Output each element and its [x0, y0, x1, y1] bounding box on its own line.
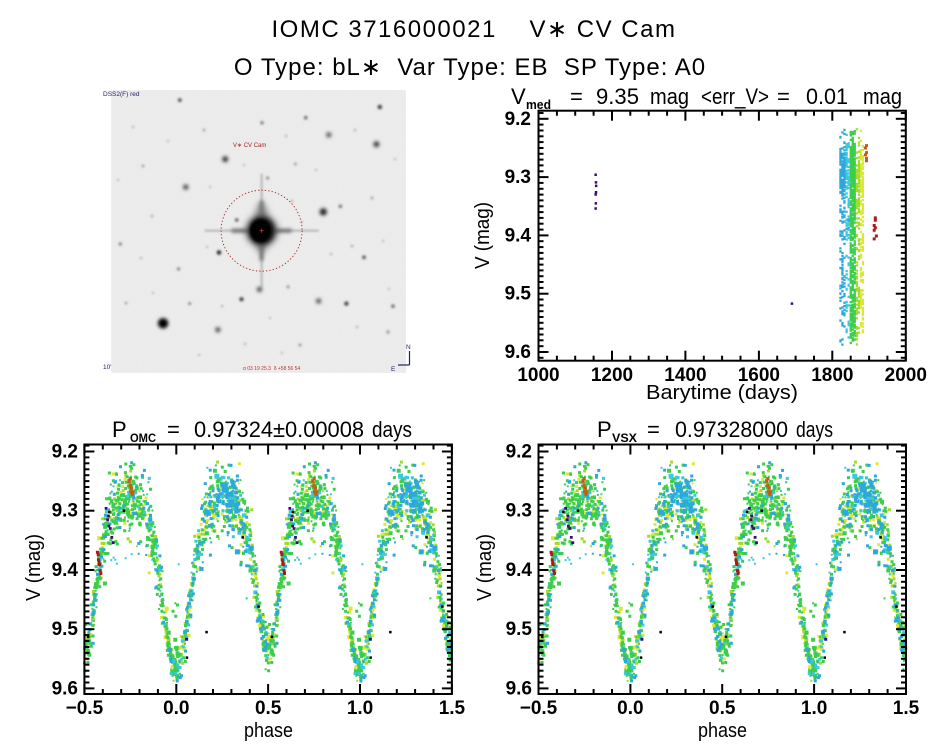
- svg-text:1000: 1000: [517, 365, 559, 386]
- svg-text:mag: mag: [863, 84, 902, 109]
- svg-text:9.6: 9.6: [506, 678, 532, 699]
- svg-text:DSS2(F) red: DSS2(F) red: [103, 91, 140, 98]
- svg-text:9.2: 9.2: [506, 442, 532, 463]
- svg-text:IOMC 3716000021 V∗ CV Cam: IOMC 3716000021 V∗ CV Cam: [272, 16, 677, 43]
- svg-text:1.0: 1.0: [801, 698, 827, 719]
- svg-text:phase: phase: [698, 720, 747, 742]
- svg-text:0.0: 0.0: [163, 698, 189, 719]
- svg-text:0.5: 0.5: [255, 698, 282, 719]
- svg-text:9.2: 9.2: [505, 109, 531, 130]
- svg-text:=: =: [167, 417, 180, 442]
- svg-text:1400: 1400: [664, 365, 706, 386]
- svg-text:10': 10': [103, 364, 111, 371]
- svg-text:1.5: 1.5: [439, 698, 466, 719]
- svg-text:9.3: 9.3: [505, 167, 531, 188]
- svg-text:mag: mag: [650, 84, 689, 109]
- svg-text:9.4: 9.4: [52, 560, 79, 581]
- svg-text:0.5: 0.5: [709, 698, 736, 719]
- svg-text:E: E: [391, 366, 396, 373]
- svg-text:1.0: 1.0: [347, 698, 373, 719]
- svg-text:0.97328000: 0.97328000: [675, 417, 788, 442]
- svg-text:9.4: 9.4: [506, 560, 533, 581]
- svg-text:days: days: [796, 417, 833, 442]
- svg-text:0.01: 0.01: [806, 84, 848, 109]
- svg-text:O Type: bL∗ Var Type: EB SP: O Type: bL∗ Var Type: EB SP Type: A0: [234, 54, 706, 81]
- svg-text:Barytime (days): Barytime (days): [646, 382, 798, 404]
- svg-text:V∗ CV Cam: V∗ CV Cam: [233, 143, 266, 149]
- svg-text:1800: 1800: [811, 365, 853, 386]
- svg-text:=: =: [777, 84, 790, 109]
- svg-text:2000: 2000: [885, 365, 927, 386]
- svg-text:P: P: [597, 417, 612, 442]
- svg-text:med: med: [526, 97, 551, 112]
- svg-text:1600: 1600: [738, 365, 780, 386]
- svg-text:9.5: 9.5: [52, 619, 79, 640]
- svg-text:9.5: 9.5: [506, 619, 533, 640]
- svg-text:9.6: 9.6: [505, 342, 531, 363]
- svg-text:N: N: [406, 344, 411, 351]
- svg-text:−0.5: −0.5: [66, 698, 104, 719]
- svg-text:OMC: OMC: [130, 431, 156, 445]
- svg-text:0.0: 0.0: [617, 698, 643, 719]
- svg-text:phase: phase: [244, 720, 293, 742]
- svg-text:9.3: 9.3: [506, 501, 532, 522]
- svg-text:9.4: 9.4: [505, 225, 532, 246]
- svg-text:9.5: 9.5: [505, 284, 532, 305]
- svg-text:1200: 1200: [591, 365, 633, 386]
- svg-text:V: V: [511, 84, 526, 109]
- svg-text:=: =: [647, 417, 660, 442]
- svg-text:−0.5: −0.5: [520, 698, 558, 719]
- svg-text:V (mag): V (mag): [472, 202, 494, 269]
- svg-text:days: days: [372, 417, 412, 442]
- svg-text:<err_V>: <err_V>: [701, 84, 769, 109]
- svg-text:=: =: [570, 84, 583, 109]
- svg-text:9.3: 9.3: [52, 501, 78, 522]
- svg-text:9.6: 9.6: [52, 678, 78, 699]
- svg-text:VSX: VSX: [612, 431, 637, 445]
- svg-text:9.2: 9.2: [52, 442, 78, 463]
- svg-text:1.5: 1.5: [893, 698, 920, 719]
- svg-text:9.35: 9.35: [596, 84, 639, 109]
- svg-text:0.97324±0.00008: 0.97324±0.00008: [194, 417, 364, 442]
- svg-text:α 03 19 25.3 δ +58 56 54: α 03 19 25.3 δ +58 56 54: [243, 366, 300, 372]
- svg-text:V (mag): V (mag): [23, 534, 45, 601]
- svg-text:V (mag): V (mag): [474, 534, 496, 601]
- svg-text:P: P: [112, 417, 127, 442]
